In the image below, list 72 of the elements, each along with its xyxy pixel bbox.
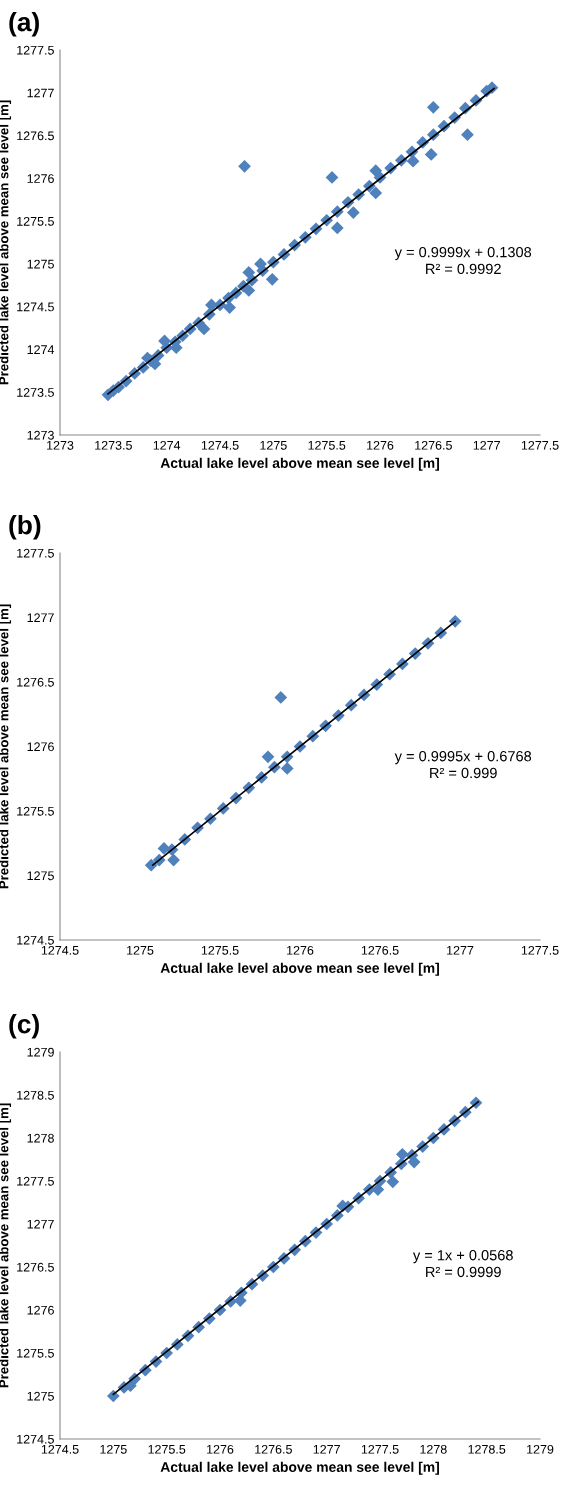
point (261, 750, 275, 764)
x-axis-title: Actual lake level above mean see level [m] (160, 457, 439, 471)
y-tick-label: 1276.5 (17, 677, 54, 687)
y-tick-label: 1276.5 (17, 131, 54, 141)
chart-title: (b) (9, 515, 41, 540)
x-tick-label: 1276.5 (255, 1444, 292, 1454)
x-tick-label: 1275 (127, 945, 154, 955)
x-tick-label: 1275.5 (308, 440, 346, 450)
point (386, 1175, 400, 1189)
x-tick-label: 1274 (153, 440, 181, 450)
x-tick-label: 1278 (420, 1444, 447, 1454)
y-tick-label: 1276.5 (17, 1262, 54, 1272)
x-tick-label: 1275.5 (201, 945, 239, 955)
x-tick-label: 1276 (287, 945, 314, 955)
point (233, 1294, 247, 1307)
x-tick-label: 1278.5 (468, 1444, 506, 1454)
y-tick-label: 1277.5 (17, 45, 54, 55)
y-tick-label: 1278.5 (17, 1090, 54, 1100)
y-tick-label: 1273 (27, 430, 54, 440)
y-tick-label: 1275.5 (17, 216, 54, 226)
y-tick-label: 1278 (27, 1133, 54, 1143)
x-axis-title: Actual lake level above mean see level [m] (160, 1461, 439, 1475)
x-tick-label: 1275 (260, 440, 287, 450)
point (106, 1389, 120, 1403)
y-tick-label: 1277.5 (17, 1176, 54, 1186)
point (280, 762, 294, 775)
x-tick-label: 1277.5 (521, 440, 559, 450)
y-tick-label: 1275.5 (17, 806, 54, 816)
x-tick-label: 1276.5 (415, 440, 452, 450)
y-tick-label: 1279 (27, 1047, 54, 1057)
y-tick-label: 1275.5 (17, 1348, 54, 1358)
point (396, 1147, 409, 1161)
x-tick-label: 1277 (313, 1444, 340, 1454)
y-tick-label: 1274.5 (17, 1434, 54, 1444)
chart-title: (c) (9, 1014, 39, 1039)
x-tick-label: 1276 (367, 440, 394, 450)
annotation: y = 0.9995x + 0.6768 R² = 0.999 (394, 751, 532, 779)
x-axis-title: Actual lake level above mean see level [m] (160, 962, 439, 976)
y-tick-label: 1277.5 (17, 548, 54, 558)
y-tick-label: 1275 (27, 259, 54, 269)
chart-title: (a) (9, 12, 39, 37)
y-tick-label: 1276 (27, 742, 54, 752)
point (371, 1183, 385, 1196)
x-tick-label: 1274.5 (41, 1444, 79, 1454)
x-tick-label: 1277 (447, 945, 474, 955)
x-tick-label: 1279 (527, 1444, 554, 1454)
y-tick-label: 1276 (27, 174, 54, 183)
x-tick-label: 1276 (207, 1444, 234, 1454)
y-tick-label: 1277 (27, 88, 54, 98)
x-tick-label: 1277 (473, 440, 500, 450)
x-tick-label: 1277.5 (361, 1444, 399, 1454)
x-tick-label: 1274.5 (201, 440, 239, 450)
x-tick-label: 1274.5 (41, 945, 79, 955)
y-tick-label: 1274 (27, 345, 55, 354)
x-tick-label: 1273.5 (95, 440, 132, 450)
y-tick-label: 1276 (27, 1305, 54, 1315)
y-tick-label: 1275 (27, 1391, 54, 1401)
x-tick-label: 1277.5 (521, 945, 559, 955)
x-tick-label: 1273 (47, 440, 74, 450)
annotation: y = 1x + 0.0568 R² = 0.9999 (412, 1250, 513, 1278)
annotation: y = 0.9999x + 0.1308 R² = 0.9992 (394, 246, 532, 275)
y-tick-label: 1277 (27, 1219, 54, 1229)
x-tick-label: 1275 (100, 1444, 127, 1454)
point (274, 691, 288, 704)
point (407, 1155, 421, 1169)
y-tick-label: 1273.5 (17, 388, 54, 397)
y-tick-label: 1274.5 (17, 935, 54, 945)
x-tick-label: 1276.5 (361, 945, 399, 955)
y-tick-label: 1275 (27, 871, 54, 881)
y-tick-label: 1277 (27, 613, 54, 623)
y-tick-label: 1274.5 (17, 302, 54, 312)
x-tick-label: 1275.5 (148, 1444, 186, 1454)
